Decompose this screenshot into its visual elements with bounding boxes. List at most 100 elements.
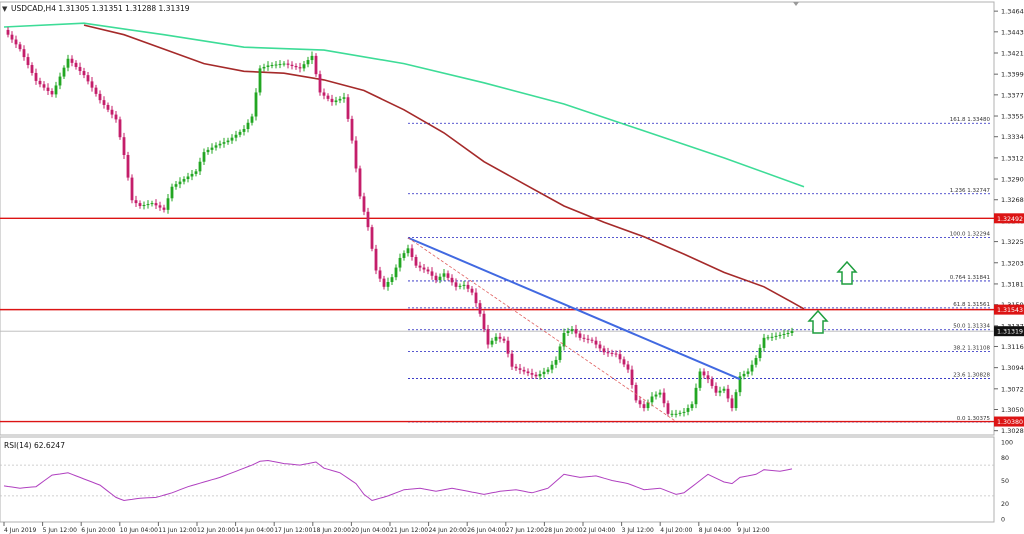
candle-body: [358, 168, 362, 197]
candle-body: [142, 205, 146, 207]
rsi-axis-label: 0: [1001, 517, 1005, 524]
candle-body: [606, 352, 610, 354]
candle-body: [138, 203, 142, 206]
time-tick-label: 14 Jun 04:00: [236, 527, 274, 534]
candle-body: [338, 98, 342, 101]
candle-body: [534, 374, 538, 377]
candle-body: [86, 75, 90, 82]
candle-body: [638, 400, 642, 405]
header-arrow-icon[interactable]: ▼: [2, 5, 8, 13]
candle-body: [58, 76, 62, 86]
candle-body: [130, 177, 134, 201]
price-tick-label: 1.33555: [1001, 113, 1024, 121]
fib-level-label: 100.0 1.32294: [950, 231, 991, 237]
price-tick-label: 1.33775: [1001, 91, 1024, 99]
candle-body: [422, 267, 426, 270]
rsi-plot-area[interactable]: [0, 436, 995, 523]
candle-body: [270, 65, 274, 67]
candle-body: [482, 313, 486, 330]
candle-body: [654, 394, 658, 397]
candle-body: [490, 340, 494, 345]
candle-body: [694, 387, 698, 405]
candle-body: [486, 329, 490, 345]
candle-body: [514, 366, 518, 369]
candle-body: [414, 256, 418, 266]
candle-body: [370, 227, 374, 249]
candle-body: [354, 140, 358, 169]
time-tick-label: 10 Jun 04:00: [120, 527, 158, 534]
candle-body: [94, 87, 98, 94]
candle-body: [262, 66, 266, 69]
candle-body: [38, 80, 42, 85]
candle-body: [10, 34, 14, 40]
candle-body: [78, 66, 82, 72]
level-price-tag: [994, 304, 1024, 315]
rsi-indicator: 100 80 50 20 0: [0, 440, 1013, 524]
candle-body: [6, 29, 10, 35]
candle-body: [182, 179, 186, 182]
fib-level-label: 23.6 1.30828: [953, 372, 990, 378]
candle-body: [722, 388, 726, 391]
candle-body: [770, 336, 774, 338]
candle-body: [454, 282, 458, 287]
candle-body: [542, 371, 546, 375]
candle-body: [258, 68, 262, 93]
candle-body: [250, 116, 254, 123]
horizontal-levels[interactable]: [0, 217, 994, 423]
candle-body: [518, 368, 522, 370]
candle-body: [450, 277, 454, 283]
candle-body: [494, 336, 498, 341]
rsi-axis-label: 20: [1001, 501, 1009, 508]
candle-body: [346, 97, 350, 119]
trendlines[interactable]: [407, 236, 741, 422]
price-tick-label: 1.33990: [1001, 71, 1024, 79]
price-tick-label: 1.30285: [1001, 427, 1024, 435]
candle-body: [634, 384, 638, 401]
candle-body: [682, 411, 686, 413]
candle-body: [398, 257, 402, 268]
time-tick-label: 11 Jun 12:00: [158, 527, 196, 534]
candle-body: [566, 331, 570, 334]
candle-body: [146, 204, 150, 206]
candle-body: [754, 358, 758, 365]
candle-body: [498, 336, 502, 339]
rsi-axis-label: 50: [1001, 478, 1009, 485]
candle-body: [530, 373, 534, 375]
candle-body: [666, 403, 670, 414]
candle-body: [238, 131, 242, 135]
candle-body: [174, 184, 178, 187]
time-tick-label: 18 Jun 20:00: [313, 527, 351, 534]
price-tick-label: 1.32900: [1001, 176, 1024, 184]
price-tick-label: 1.34645: [1001, 8, 1024, 16]
candle-body: [150, 203, 154, 205]
current-price-label: 1.31319: [997, 329, 1023, 336]
candle-body: [618, 354, 622, 360]
candle-body: [314, 55, 318, 75]
time-tick-label: 24 Jun 20:00: [429, 527, 467, 534]
price-tick-label: 1.32250: [1001, 238, 1024, 246]
candle-body: [206, 149, 210, 153]
rsi-line: [3, 459, 793, 502]
time-tick-label: 4 Jun 2019: [4, 527, 36, 534]
candle-body: [114, 114, 118, 120]
candle-body: [106, 104, 110, 110]
candle-body: [102, 100, 106, 105]
candle-body: [738, 376, 742, 393]
candle-body: [554, 359, 558, 365]
candle-body: [302, 64, 306, 69]
candle-body: [622, 359, 626, 365]
time-tick-label: 21 Jun 12:00: [390, 527, 428, 534]
candle-body: [646, 402, 650, 409]
price-tick-label: 1.34430: [1001, 28, 1024, 36]
candle-body: [386, 282, 390, 287]
candle-body: [734, 392, 738, 409]
candle-body: [718, 390, 722, 393]
candle-body: [70, 58, 74, 63]
candle-body: [98, 93, 102, 101]
candle-body: [786, 333, 790, 335]
candle-body: [154, 203, 158, 206]
grid: [793, 2, 799, 6]
candle-body: [562, 333, 566, 347]
candle-body: [186, 176, 190, 180]
candle-body: [582, 337, 586, 339]
